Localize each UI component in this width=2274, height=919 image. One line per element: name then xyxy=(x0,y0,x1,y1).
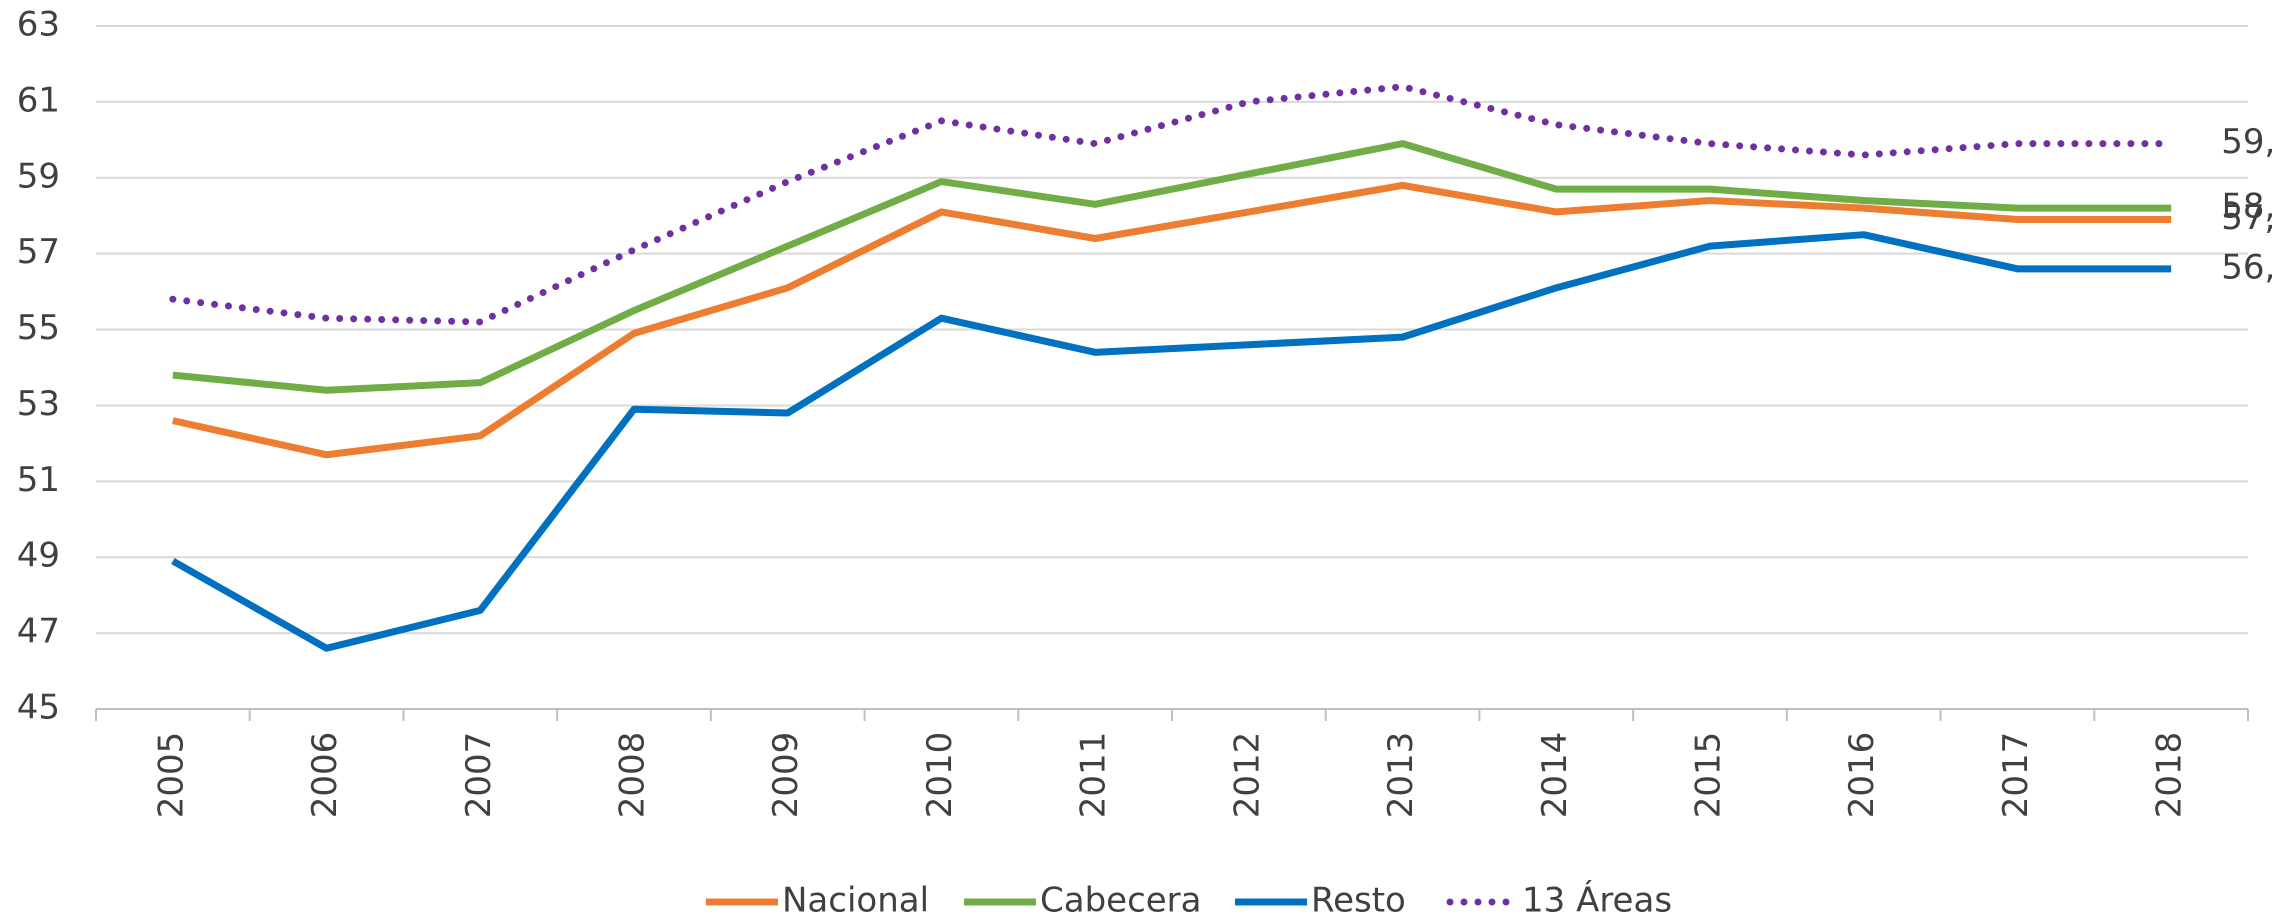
series-line xyxy=(171,231,2172,652)
x-tick-label: 2017 xyxy=(1996,732,2036,819)
y-tick-label: 63 xyxy=(17,5,60,45)
x-tick-label: 2012 xyxy=(1227,732,1267,819)
series-line xyxy=(172,181,2172,459)
y-tick-label: 55 xyxy=(17,308,60,348)
x-tick-label: 2007 xyxy=(459,732,499,819)
data-label: 56,6 xyxy=(2221,247,2274,287)
x-tick-label: 2009 xyxy=(766,732,806,819)
y-tick-label: 49 xyxy=(17,536,60,576)
x-tick-label: 2018 xyxy=(2150,732,2190,819)
y-tick-label: 61 xyxy=(17,80,60,120)
x-tick-label: 2005 xyxy=(151,732,191,819)
y-tick-label: 57 xyxy=(17,232,60,272)
x-tick-label: 2016 xyxy=(1842,732,1882,819)
y-tick-label: 53 xyxy=(17,384,60,424)
legend-label: Resto xyxy=(1311,881,1406,919)
x-tick-label: 2006 xyxy=(305,732,345,819)
y-tick-label: 51 xyxy=(17,460,60,500)
x-tick-label: 2014 xyxy=(1535,732,1575,819)
data-label: 58,2 xyxy=(2221,187,2274,227)
y-tick-label: 47 xyxy=(17,612,60,652)
x-tick-label: 2013 xyxy=(1381,732,1421,819)
data-label: 59,9 xyxy=(2221,122,2274,162)
x-tick-label: 2015 xyxy=(1689,732,1729,819)
x-tick-label: 2008 xyxy=(613,732,653,819)
legend-label: 13 Áreas xyxy=(1522,880,1672,919)
y-tick-label: 59 xyxy=(17,156,60,196)
x-tick-label: 2011 xyxy=(1074,732,1114,819)
x-tick-label: 2010 xyxy=(920,732,960,819)
legend-label: Cabecera xyxy=(1040,881,1202,919)
legend-label: Nacional xyxy=(782,881,929,919)
series-line xyxy=(169,83,2175,326)
data-label: 57,9 xyxy=(2221,198,2274,238)
y-tick-label: 45 xyxy=(17,688,60,728)
series-line xyxy=(172,140,2172,394)
